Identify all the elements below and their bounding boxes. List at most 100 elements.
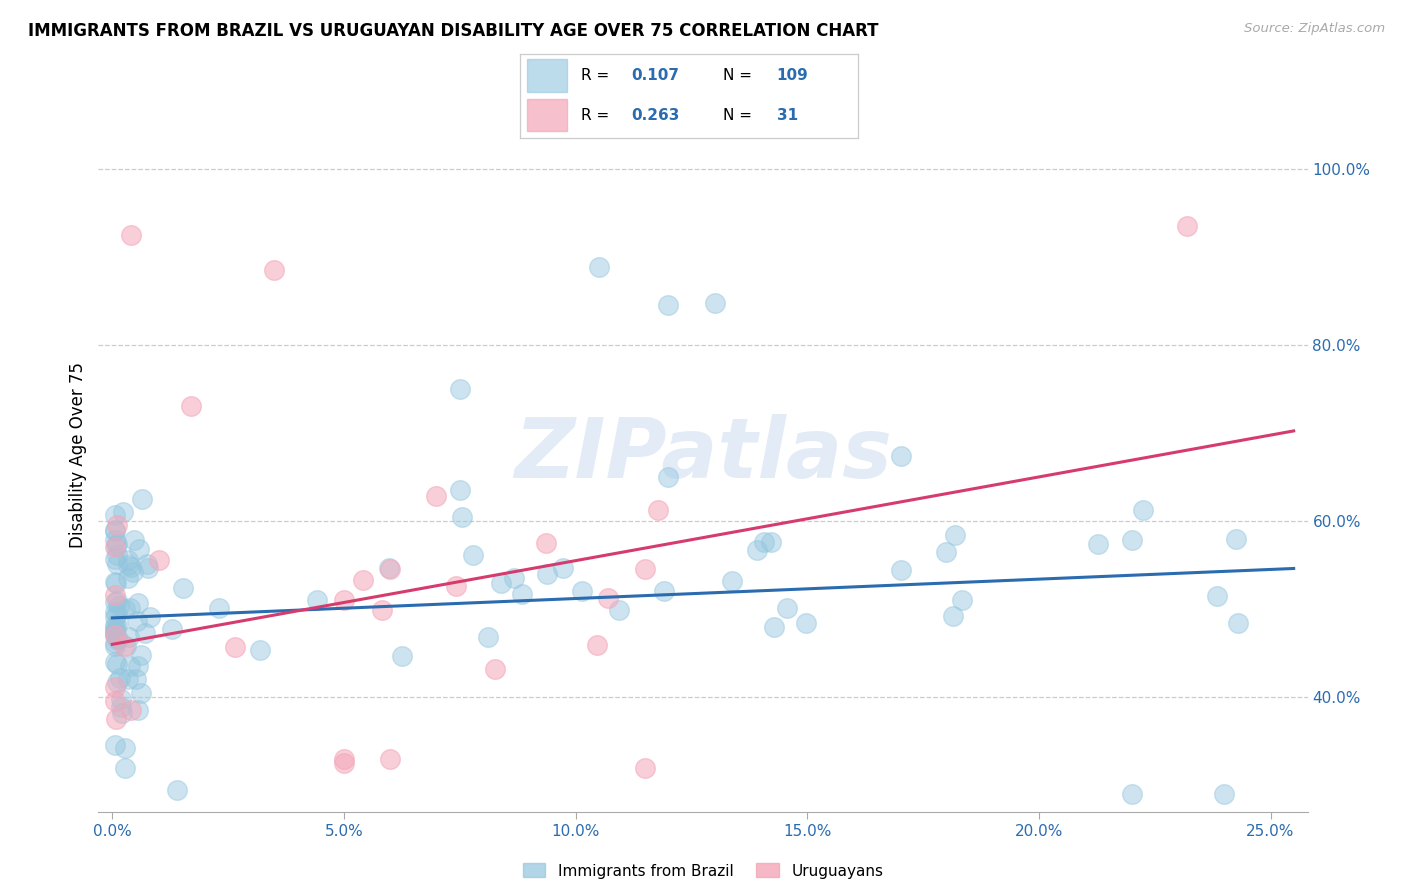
Point	[121, 566, 143, 580]
Point	[890, 563, 912, 577]
Point	[634, 761, 657, 775]
Text: ZIPatlas: ZIPatlas	[515, 415, 891, 495]
Point	[120, 560, 142, 574]
Point	[105, 594, 128, 608]
Point	[125, 614, 148, 628]
Point	[120, 703, 142, 717]
Point	[117, 630, 139, 644]
Point	[609, 603, 631, 617]
Point	[586, 639, 609, 653]
Point	[1087, 537, 1109, 551]
Point	[135, 558, 157, 572]
Point	[172, 581, 194, 595]
Point	[122, 533, 145, 548]
Point	[129, 648, 152, 662]
Point	[117, 571, 139, 585]
Point	[950, 592, 973, 607]
Text: R =: R =	[581, 108, 614, 123]
Point	[489, 576, 512, 591]
Point	[208, 601, 231, 615]
Point	[166, 782, 188, 797]
Point	[536, 567, 558, 582]
Point	[104, 610, 127, 624]
Point	[105, 657, 128, 672]
Point	[180, 400, 202, 414]
Point	[794, 615, 817, 630]
Point	[129, 686, 152, 700]
Point	[1121, 533, 1143, 548]
Point	[105, 674, 128, 689]
Point	[108, 672, 131, 686]
Point	[249, 642, 271, 657]
Point	[634, 562, 657, 576]
Point	[553, 561, 575, 575]
Point	[110, 692, 132, 706]
Point	[107, 618, 129, 632]
Point	[104, 605, 127, 619]
Point	[104, 551, 127, 566]
Point	[502, 571, 524, 585]
Point	[114, 741, 136, 756]
Point	[128, 541, 150, 556]
Point	[104, 681, 127, 695]
Point	[571, 584, 593, 599]
Point	[745, 542, 768, 557]
Point	[111, 706, 134, 720]
Text: 109: 109	[776, 68, 808, 83]
Text: 0.107: 0.107	[631, 68, 679, 83]
Point	[752, 534, 775, 549]
Point	[1206, 589, 1229, 603]
Point	[380, 752, 402, 766]
Point	[1213, 787, 1236, 801]
Point	[761, 535, 783, 549]
Point	[224, 640, 246, 654]
Point	[371, 603, 394, 617]
Point	[333, 756, 356, 771]
Point	[134, 626, 156, 640]
Point	[305, 593, 328, 607]
Text: N =: N =	[723, 68, 756, 83]
Point	[477, 630, 499, 644]
Point	[112, 639, 135, 653]
Point	[104, 694, 127, 708]
Point	[105, 632, 128, 647]
Bar	[527, 99, 568, 131]
Point	[104, 628, 127, 642]
Point	[596, 591, 619, 605]
Point	[776, 601, 799, 615]
Point	[1225, 532, 1247, 546]
Point	[703, 296, 725, 310]
Point	[125, 672, 148, 686]
Y-axis label: Disability Age Over 75: Disability Age Over 75	[69, 362, 87, 548]
Point	[117, 552, 139, 566]
Point	[114, 761, 136, 775]
Point	[104, 624, 127, 639]
Point	[127, 659, 149, 673]
Point	[104, 712, 127, 726]
Point	[110, 699, 132, 714]
Point	[104, 524, 127, 538]
Point	[510, 587, 533, 601]
Point	[104, 533, 127, 547]
Point	[444, 579, 467, 593]
Point	[1121, 787, 1143, 801]
Point	[333, 593, 356, 607]
Point	[160, 622, 183, 636]
Point	[377, 561, 399, 575]
Point	[118, 601, 141, 615]
Point	[1132, 503, 1154, 517]
Point	[890, 449, 912, 463]
Text: 0.263: 0.263	[631, 108, 681, 123]
Point	[105, 536, 128, 550]
Point	[127, 703, 149, 717]
Point	[136, 561, 159, 575]
Point	[120, 227, 142, 242]
Point	[104, 640, 127, 654]
Point	[263, 263, 285, 277]
Point	[380, 562, 402, 576]
Point	[484, 662, 506, 676]
Bar	[527, 60, 568, 92]
Point	[104, 588, 127, 602]
Text: R =: R =	[581, 68, 614, 83]
Point	[534, 536, 557, 550]
